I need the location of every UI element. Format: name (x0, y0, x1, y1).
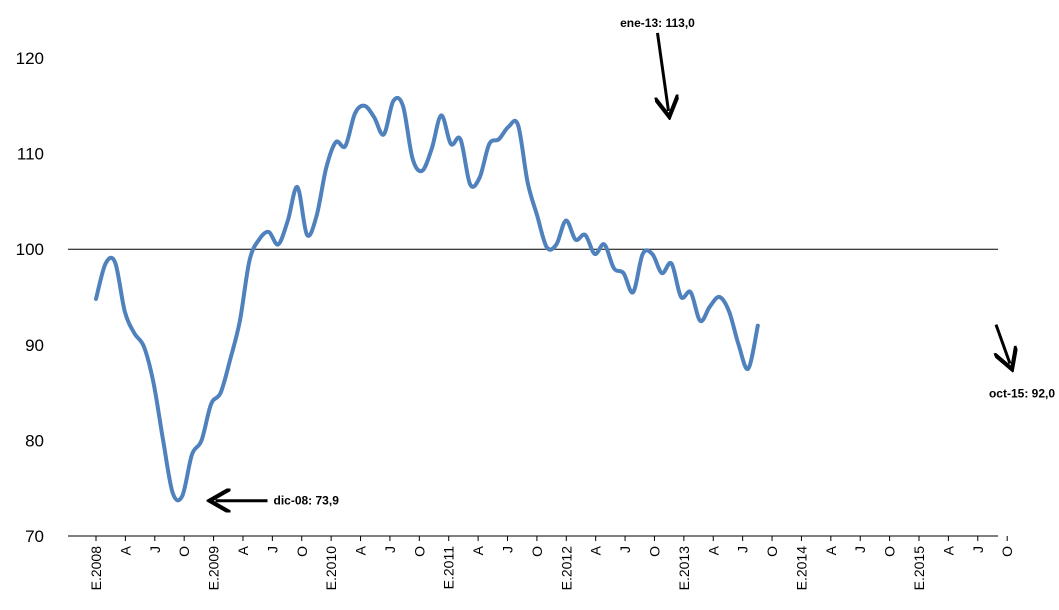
x-tick-label: E.2011 (441, 546, 457, 590)
annotation-label: dic-08: 73,9 (274, 494, 340, 508)
series-line (94, 95, 760, 503)
x-tick-label: O (646, 546, 662, 557)
x-tick-label: J (852, 546, 868, 553)
y-tick-label: 90 (25, 336, 44, 355)
y-axis-ticks: 70 80 90 100 110 120 (16, 49, 44, 546)
x-tick-label: E.2015 (911, 546, 927, 591)
y-tick-label: 80 (25, 431, 44, 450)
x-tick-label: J (735, 546, 751, 553)
x-tick-label: A (470, 545, 486, 555)
x-tick-label: O (529, 546, 545, 557)
x-tick-label: A (823, 545, 839, 555)
x-tick-label: O (294, 546, 310, 557)
x-axis-ticks: E.2008 A J O E.2009 A J O E.2010 A J O E.2011 A J O E.20… (88, 536, 1015, 590)
x-tick-label: J (500, 546, 516, 553)
y-tick-label: 70 (25, 527, 44, 546)
annotation-arrow (657, 32, 668, 111)
x-tick-label: J (970, 546, 986, 553)
y-tick-label: 100 (16, 240, 44, 259)
x-tick-label: E.2009 (206, 546, 222, 591)
x-tick-label: J (264, 546, 280, 553)
x-tick-label: A (353, 545, 369, 555)
x-tick-label: J (617, 546, 633, 553)
x-tick-label: A (588, 545, 604, 555)
annotation-label: oct-15: 92,0 (989, 387, 1055, 401)
x-tick-label: A (705, 545, 721, 555)
x-tick-label: E.2008 (88, 546, 104, 591)
annotation-arrow (996, 324, 1010, 364)
x-tick-label: E.2014 (793, 546, 809, 591)
x-tick-label: A (940, 545, 956, 555)
x-tick-label: O (411, 546, 427, 557)
x-tick-label: E.2013 (676, 546, 692, 591)
y-tick-label: 120 (16, 49, 44, 68)
x-tick-label: O (176, 546, 192, 557)
x-tick-label: E.2012 (558, 546, 574, 591)
annotations: dic-08: 73,9 ene-13: 113,0 oct-15: 92,0 (216, 16, 1055, 508)
x-tick-label: E.2010 (323, 546, 339, 591)
x-tick-label: A (235, 545, 251, 555)
x-tick-label: A (117, 545, 133, 555)
x-tick-label: J (382, 546, 398, 553)
x-tick-label: J (147, 546, 163, 553)
x-tick-label: O (999, 546, 1015, 557)
annotation-label: ene-13: 113,0 (620, 16, 695, 30)
y-tick-label: 110 (17, 145, 44, 164)
x-tick-label: O (764, 546, 780, 557)
x-tick-label: O (882, 546, 898, 557)
